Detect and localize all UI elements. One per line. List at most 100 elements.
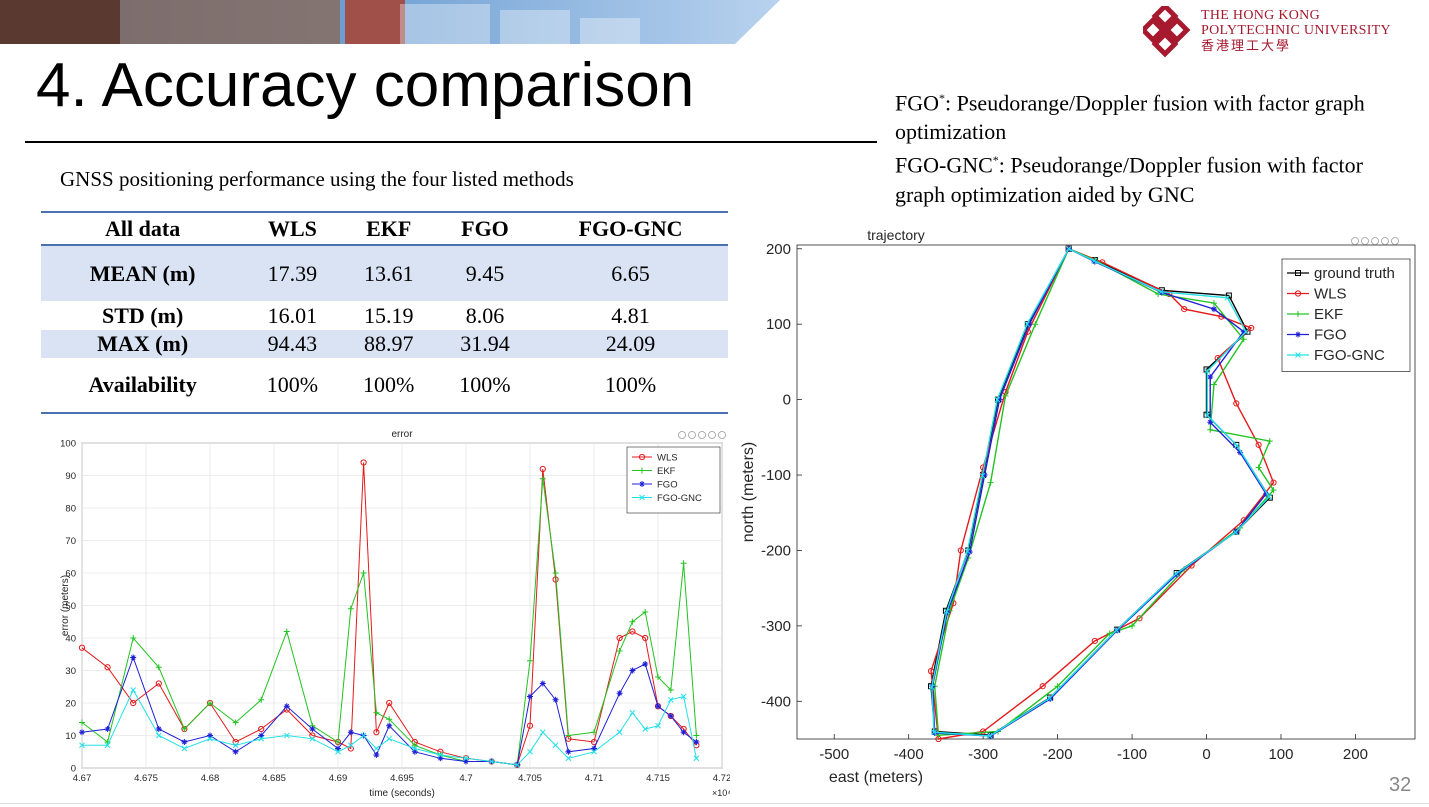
- data-point: [373, 709, 380, 716]
- legend-marker: [639, 481, 645, 487]
- data-point: [1158, 288, 1164, 295]
- legend-marker: [1294, 290, 1302, 297]
- data-point: [680, 560, 687, 567]
- data-point: [335, 745, 341, 752]
- data-point: [1255, 441, 1262, 448]
- table-cell: 24.09: [533, 330, 728, 358]
- data-point: [347, 729, 354, 736]
- data-point: [335, 748, 341, 755]
- table-cell: 8.06: [465, 302, 505, 328]
- data-point: [1091, 637, 1098, 645]
- data-point: [1248, 324, 1255, 332]
- data-point: [1237, 449, 1244, 456]
- data-point: [104, 726, 111, 732]
- data-point: [680, 729, 687, 736]
- y-tick-label: 100: [766, 316, 791, 333]
- data-point: [1270, 479, 1277, 486]
- data-point: [591, 745, 597, 752]
- data-point: [181, 739, 188, 745]
- series-wls: [927, 245, 1277, 743]
- toolbar-tool-icon: [1381, 237, 1389, 245]
- data-point: [1024, 321, 1030, 328]
- legend-marker: [639, 467, 645, 474]
- x-tick-label: 4.71: [585, 773, 604, 784]
- data-point: [258, 696, 265, 703]
- data-point: [591, 729, 597, 736]
- data-point: [629, 667, 636, 674]
- data-point: [1136, 615, 1143, 622]
- footer-rule: [0, 803, 1429, 804]
- data-point: [642, 661, 649, 667]
- x-exponent-label: ×10⁴: [712, 788, 730, 798]
- data-point: [155, 732, 162, 739]
- legend-entry: FGO-GNC: [657, 493, 702, 504]
- y-axis-label: north (meters): [740, 442, 757, 542]
- data-point: [386, 716, 393, 723]
- table-cell: MEAN (m): [41, 245, 245, 301]
- data-point: [1204, 368, 1211, 374]
- university-logo: The Hong Kong Polytechnic University 香港理…: [1139, 2, 1423, 62]
- data-point: [591, 748, 597, 755]
- data-point: [987, 479, 994, 486]
- y-tick-label: 30: [65, 666, 76, 677]
- data-point: [1255, 464, 1262, 471]
- data-point: [943, 608, 950, 615]
- legend-marker: [1295, 352, 1301, 358]
- data-point: [1181, 306, 1188, 313]
- data-point: [565, 755, 572, 762]
- legend-marker: [1295, 311, 1301, 317]
- logo-line-2: Polytechnic University: [1201, 23, 1391, 38]
- plot-toolbar: [1351, 237, 1399, 245]
- data-point: [1207, 373, 1214, 380]
- data-point: [527, 748, 533, 755]
- data-point: [1232, 529, 1239, 536]
- series-fgo: [79, 654, 700, 768]
- data-point: [155, 726, 162, 732]
- column-header: EKF: [340, 211, 437, 246]
- data-point: [539, 475, 546, 482]
- series-line: [931, 248, 1267, 737]
- data-point: [104, 742, 111, 749]
- legend-entry: WLS: [1314, 286, 1347, 303]
- data-point: [927, 668, 935, 675]
- y-tick-label: 60: [65, 569, 76, 580]
- data-point: [1240, 328, 1247, 335]
- chart-title: error: [391, 429, 413, 440]
- note-text: : Pseudorange/Doppler fusion with factor…: [895, 152, 1363, 207]
- data-point: [79, 742, 85, 749]
- data-point: [437, 752, 444, 758]
- series-fgo-gnc: [928, 245, 1272, 739]
- y-tick-label: -200: [761, 542, 791, 559]
- y-tick-label: 100: [60, 439, 76, 450]
- error-chart: 4.67 4.675 4.68 4.685 4.69 4.695 4.7 4.705 4.71 4…: [60, 429, 730, 799]
- data-point: [565, 748, 572, 755]
- data-point: [360, 459, 367, 466]
- legend-box: [626, 446, 721, 514]
- data-point: [655, 722, 661, 729]
- data-point: [655, 674, 661, 680]
- table-row: MEAN (m) 17.39 13.61 9.45 6.65: [41, 245, 728, 301]
- data-point: [1204, 412, 1211, 419]
- y-tick-label: -400: [761, 693, 791, 710]
- data-point: [655, 703, 661, 710]
- data-point: [693, 732, 700, 739]
- chart-legend: WLS EKF FGO FGO-GNC: [626, 446, 721, 514]
- data-point: [386, 722, 393, 729]
- series-line: [81, 656, 697, 766]
- data-point: [488, 758, 495, 765]
- legend-box: [1281, 258, 1411, 372]
- x-tick-label: -500: [819, 746, 849, 763]
- data-point: [1032, 321, 1039, 328]
- data-point: [386, 735, 393, 742]
- data-point: [1234, 442, 1240, 449]
- data-point: [155, 664, 162, 671]
- x-tick-label: 4.7: [459, 773, 472, 784]
- x-tick-label: 4.72: [713, 773, 730, 784]
- x-tick-label: 4.695: [390, 773, 414, 784]
- data-point: [1266, 494, 1272, 500]
- data-point: [996, 396, 1003, 403]
- data-point: [347, 742, 354, 749]
- page-number: 32: [1389, 774, 1412, 796]
- column-header: WLS: [244, 211, 341, 246]
- legend-marker: [1295, 331, 1301, 338]
